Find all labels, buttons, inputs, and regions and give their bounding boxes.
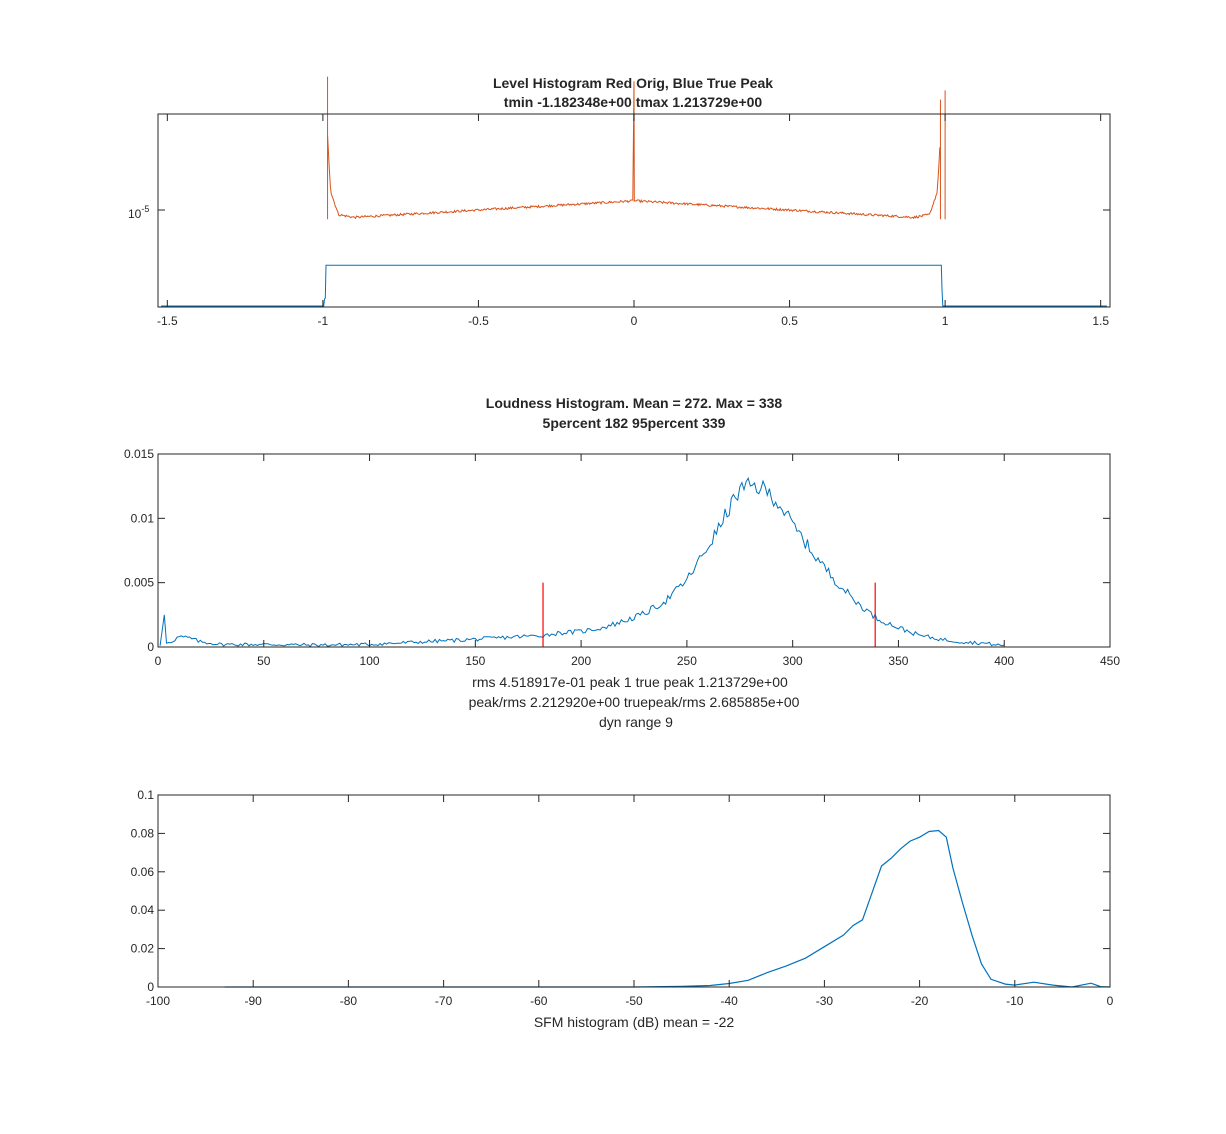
level-x-tick-label: -1.5 bbox=[157, 314, 178, 328]
level-x-tick-label: 1 bbox=[942, 314, 949, 328]
sfm-x-tick-label: -20 bbox=[911, 994, 929, 1008]
loudness-x-tick-label: 100 bbox=[360, 654, 380, 668]
sfm-y-tick-label: 0.04 bbox=[131, 903, 155, 917]
loudness-y-tick-label: 0 bbox=[147, 640, 154, 654]
loudness-histogram-ticks: 0 50 100 150 200 250 300 350 400 450 0 0.005 0.01 0.0… bbox=[124, 447, 1120, 668]
loudness-histogram-panel: Loudness Histogram. Mean = 272. Max = 33… bbox=[124, 395, 1120, 730]
level-x-tick-label: 1.5 bbox=[1092, 314, 1109, 328]
loudness-x-tick-label: 450 bbox=[1100, 654, 1120, 668]
level-x-tick-label: 0.5 bbox=[781, 314, 798, 328]
level-x-tick-label: -0.5 bbox=[468, 314, 489, 328]
sfm-x-tick-label: -90 bbox=[245, 994, 263, 1008]
loudness-x-tick-label: 0 bbox=[155, 654, 162, 668]
sfm-y-tick-label: 0.06 bbox=[131, 865, 155, 879]
loudness-xlabel-line-1: rms 4.518917e-01 peak 1 true peak 1.2137… bbox=[472, 674, 788, 690]
y-tick-exponent: -5 bbox=[141, 204, 149, 214]
loudness-xlabel-line-3: dyn range 9 bbox=[599, 714, 673, 730]
sfm-histogram-ticks: -100 -90 -80 -70 -60 -50 -40 -30 -20 -10 000.020.0… bbox=[131, 788, 1114, 1008]
loudness-histogram-marks bbox=[159, 476, 1005, 648]
sfm-histogram-panel: -100 -90 -80 -70 -60 -50 -40 -30 -20 -10 000.020.0… bbox=[131, 788, 1114, 1030]
level-x-tick-label: 0 bbox=[631, 314, 638, 328]
loudness-y-tick-label: 0.01 bbox=[131, 511, 155, 525]
sfm-x-tick-label: -40 bbox=[721, 994, 739, 1008]
loudness-xlabel-line-2: peak/rms 2.212920e+00 truepeak/rms 2.685… bbox=[469, 694, 800, 710]
sfm-x-tick-label: 0 bbox=[1107, 994, 1114, 1008]
sfm-y-tick-label: 0.1 bbox=[137, 788, 154, 802]
loudness-histogram-title: Loudness Histogram. Mean = 272. Max = 33… bbox=[486, 395, 783, 411]
loudness-y-tick-label: 0.015 bbox=[124, 447, 154, 461]
sfm-histogram-marks bbox=[224, 829, 1111, 988]
sfm-y-tick-label: 0 bbox=[147, 980, 154, 994]
level-histogram-y-tick-label: 10-5 bbox=[128, 204, 149, 221]
loudness-histogram-subtitle: 5percent 182 95percent 339 bbox=[543, 415, 726, 431]
loudness-x-tick-label: 50 bbox=[257, 654, 271, 668]
loudness-x-tick-label: 250 bbox=[677, 654, 697, 668]
loudness-x-tick-label: 200 bbox=[571, 654, 591, 668]
level-x-tick-label: -1 bbox=[318, 314, 329, 328]
sfm-x-tick-label: -10 bbox=[1006, 994, 1024, 1008]
sfm-y-tick-label: 0.08 bbox=[131, 826, 155, 840]
loudness-x-tick-label: 400 bbox=[994, 654, 1014, 668]
level-series-blue-true-peak bbox=[161, 264, 1107, 307]
y-tick-base: 10 bbox=[128, 207, 142, 221]
level-histogram-title: Level Histogram Red Orig, Blue True Peak bbox=[493, 75, 773, 91]
sfm-x-tick-label: -50 bbox=[625, 994, 643, 1008]
sfm-x-tick-label: -100 bbox=[146, 994, 170, 1008]
sfm-y-tick-label: 0.02 bbox=[131, 942, 155, 956]
level-histogram-marks bbox=[161, 76, 1107, 307]
loudness-x-tick-label: 300 bbox=[783, 654, 803, 668]
loudness-x-tick-label: 350 bbox=[888, 654, 908, 668]
loudness-series bbox=[159, 476, 1005, 648]
sfm-series bbox=[224, 829, 1111, 988]
loudness-x-tick-label: 150 bbox=[465, 654, 485, 668]
level-histogram-ticks: -1.5 -1 -0.5 0 0.5 1 1.5 bbox=[157, 114, 1110, 328]
loudness-y-tick-label: 0.005 bbox=[124, 576, 154, 590]
sfm-x-tick-label: -60 bbox=[530, 994, 548, 1008]
level-histogram-panel: Level Histogram Red Orig, Blue True Peak… bbox=[128, 75, 1111, 328]
level-histogram-subtitle: tmin -1.182348e+00 tmax 1.213729e+00 bbox=[504, 94, 763, 110]
sfm-x-tick-label: -30 bbox=[816, 994, 834, 1008]
sfm-x-tick-label: -80 bbox=[340, 994, 358, 1008]
sfm-x-tick-label: -70 bbox=[435, 994, 453, 1008]
loudness-histogram-axes-box bbox=[157, 453, 1111, 648]
sfm-histogram-xlabel: SFM histogram (dB) mean = -22 bbox=[534, 1014, 735, 1030]
level-series-red-orig bbox=[327, 81, 941, 220]
